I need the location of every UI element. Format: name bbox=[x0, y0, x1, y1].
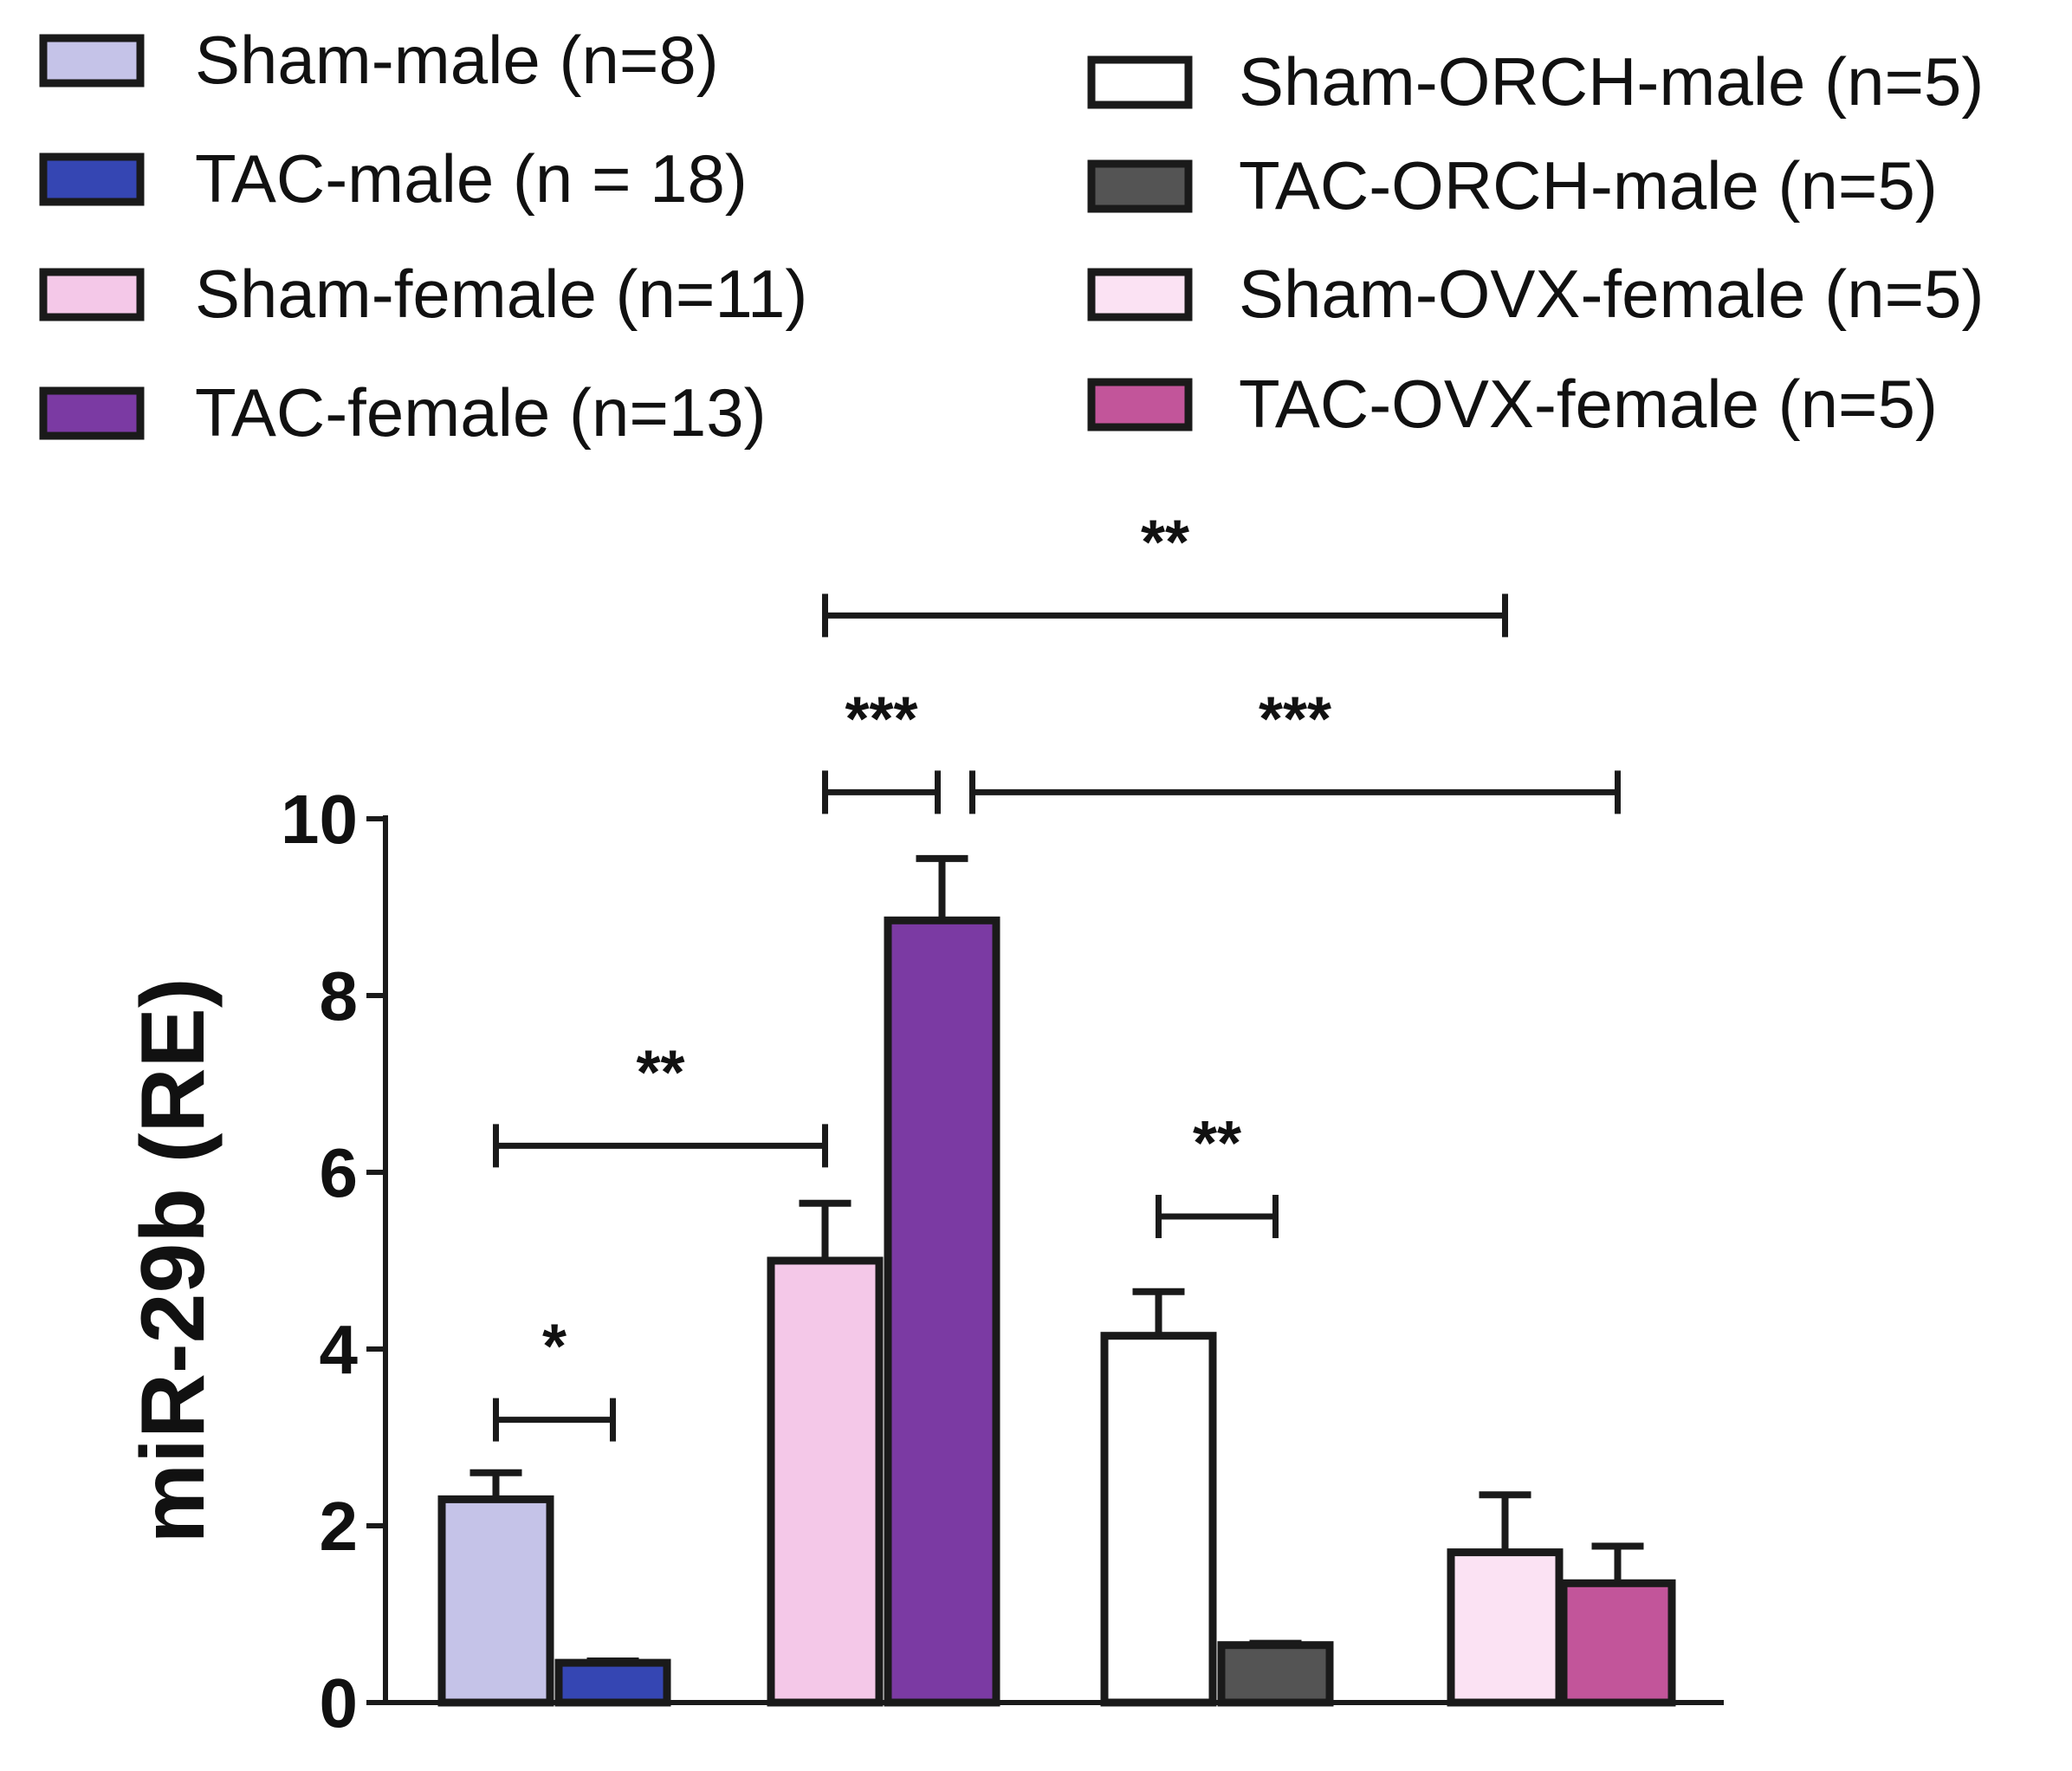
bar bbox=[1217, 1641, 1334, 1707]
legend-label: TAC-OVX-female (n=5) bbox=[1239, 366, 1938, 442]
bars bbox=[437, 854, 1676, 1707]
significance-label: * bbox=[542, 1313, 567, 1382]
legend-label: TAC-male (n = 18) bbox=[195, 140, 748, 217]
bar bbox=[884, 916, 1000, 1707]
legend-swatch bbox=[39, 152, 145, 206]
legend-label: Sham-ORCH-male (n=5) bbox=[1239, 43, 1984, 120]
legend-label: Sham-OVX-female (n=5) bbox=[1239, 256, 1984, 332]
bar bbox=[1559, 1579, 1676, 1707]
legend: Sham-male (n=8) TAC-male (n = 18) Sham-fem… bbox=[39, 22, 1984, 451]
axes: 0 2 4 6 8 10 miR-29b (RE) bbox=[123, 781, 1724, 1742]
y-tick-label: 2 bbox=[320, 1488, 359, 1565]
bar bbox=[554, 1658, 671, 1707]
bar bbox=[437, 1495, 554, 1707]
legend-swatch bbox=[1087, 55, 1193, 109]
legend-swatch bbox=[39, 268, 145, 321]
bar bbox=[767, 1256, 884, 1707]
y-tick-label: 4 bbox=[320, 1311, 359, 1388]
bar bbox=[1447, 1548, 1564, 1707]
significance-brackets: ****** ******* bbox=[493, 508, 1621, 1442]
y-tick-label: 0 bbox=[320, 1664, 359, 1742]
y-tick-label: 8 bbox=[320, 957, 359, 1035]
significance-label: ** bbox=[636, 1038, 684, 1107]
y-tick-label: 10 bbox=[281, 781, 358, 858]
legend-swatch bbox=[1087, 378, 1193, 431]
legend-swatch bbox=[39, 34, 145, 88]
legend-label: Sham-female (n=11) bbox=[195, 256, 807, 332]
legend-swatch bbox=[1087, 159, 1193, 213]
significance-label: *** bbox=[845, 684, 917, 754]
significance-label: *** bbox=[1259, 684, 1331, 754]
legend-label: TAC-ORCH-male (n=5) bbox=[1239, 147, 1938, 224]
y-tick-label: 6 bbox=[320, 1134, 359, 1211]
legend-swatch bbox=[1087, 268, 1193, 321]
significance-label: ** bbox=[1193, 1109, 1241, 1178]
legend-label: TAC-female (n=13) bbox=[195, 374, 767, 451]
legend-swatch bbox=[39, 386, 145, 440]
significance-label: ** bbox=[1141, 508, 1189, 577]
y-axis-title: miR-29b (RE) bbox=[123, 978, 223, 1544]
legend-label: Sham-male (n=8) bbox=[195, 22, 719, 98]
bar bbox=[1100, 1332, 1217, 1707]
